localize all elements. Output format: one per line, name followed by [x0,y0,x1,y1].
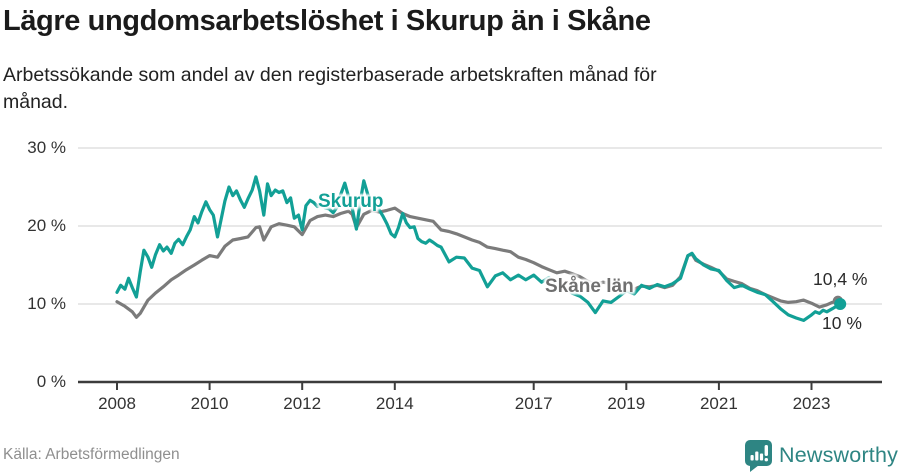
subtitle-line-2: månad. [3,91,69,113]
newsworthy-logo-icon [745,440,772,472]
x-axis-tick-label: 2023 [792,394,831,413]
y-axis-tick-label: 20 % [27,216,66,235]
y-axis-tick-label: 0 % [36,372,66,391]
y-axis-tick-label: 30 % [27,138,66,157]
end-dot-skurup [834,298,847,310]
x-axis-tick-label: 2019 [607,394,646,413]
series-label-skurup: Skurup [318,191,384,212]
page-title: Lägre ungdomsarbetslöshet i Skurup än i … [3,5,651,37]
x-axis-tick-label: 2008 [98,394,136,413]
source-credit: Källa: Arbetsförmedlingen [3,446,180,463]
subtitle-line-1: Arbetssökande som andel av den registerb… [3,64,657,86]
x-axis-tick-label: 2014 [375,394,414,413]
chart-subtitle: Arbetssökande som andel av den registerb… [3,62,657,116]
x-axis-tick-label: 2012 [283,394,322,413]
x-axis-tick-label: 2021 [699,394,738,413]
end-value-label-skane: 10,4 % [813,269,868,289]
end-value-label-skurup: 10 % [822,313,862,333]
series-line-skurup [115,175,842,322]
x-axis-tick-label: 2010 [190,394,229,413]
y-axis-tick-label: 10 % [27,294,66,313]
series-label-skane-lan: Skåne län [545,276,634,297]
series-line-skane-lan [115,206,840,319]
x-axis-tick-label: 2017 [514,394,553,413]
newsworthy-brand-text: Newsworthy [779,443,899,467]
